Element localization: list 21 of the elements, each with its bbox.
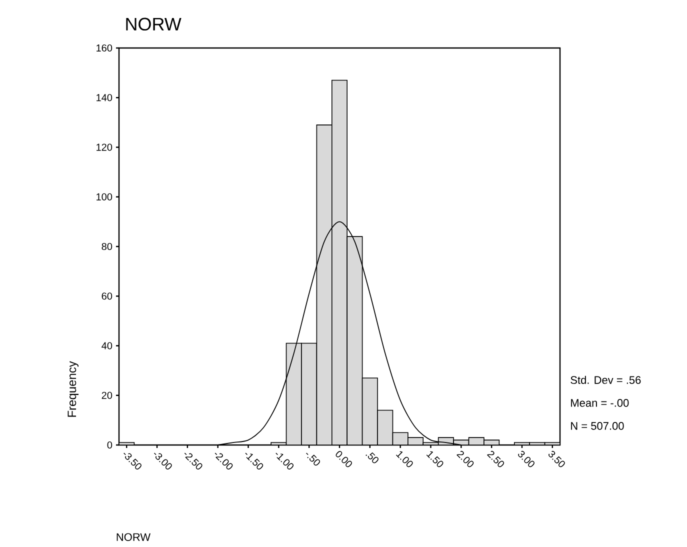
text: N = 507.00 <box>571 422 624 430</box>
y-tick-label: 140 <box>96 94 112 102</box>
y-axis-title: Frequency <box>68 361 79 417</box>
x-tick-label: -.50 <box>306 452 320 466</box>
y-tick-label: 60 <box>102 292 112 300</box>
y-tick-label: 160 <box>96 44 112 52</box>
x-tick-label: 0.00 <box>336 450 352 468</box>
x-tick-label: .50 <box>366 452 378 464</box>
y-tick-label: 80 <box>102 242 112 250</box>
x-tick-label: 1.00 <box>396 451 413 468</box>
y-tick-label: 120 <box>96 144 112 151</box>
chart-title: NORW <box>126 18 182 31</box>
text: Std. Dev = .56 <box>570 376 641 384</box>
x-tick-label: -2.50 <box>184 452 202 470</box>
y-tick-label: 40 <box>102 342 112 350</box>
y-tick-label: 100 <box>96 193 112 200</box>
y-tick-label: 0 <box>107 441 112 449</box>
text: NORW <box>116 533 150 541</box>
x-tick-label: 1.50 <box>426 451 444 468</box>
text: Mean = -.00 <box>571 399 629 407</box>
y-tick-label: 20 <box>102 392 112 399</box>
